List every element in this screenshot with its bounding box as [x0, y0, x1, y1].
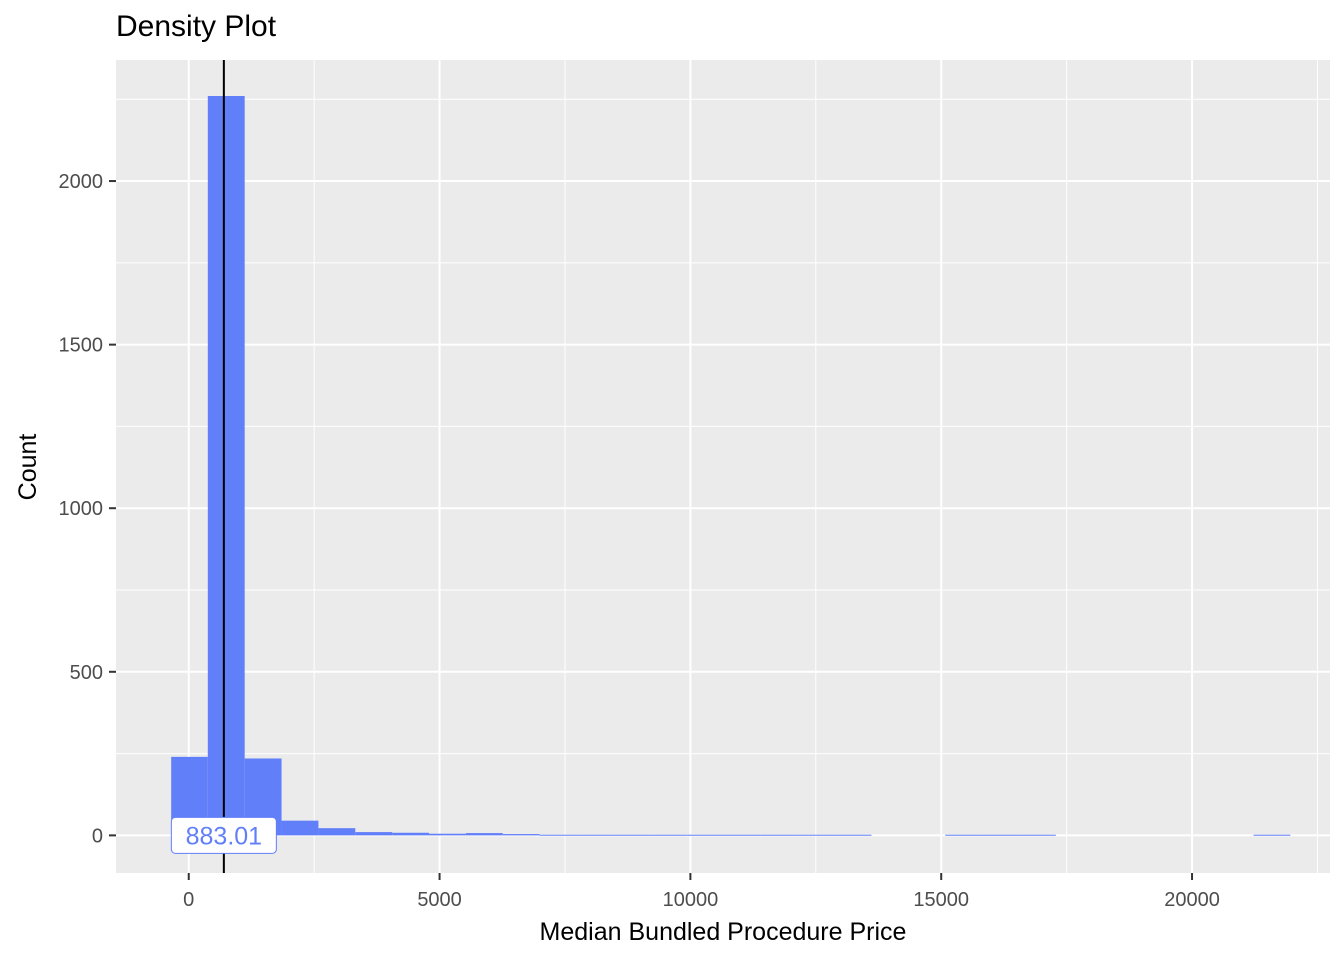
histogram-bar: [429, 833, 466, 836]
histogram-bar: [465, 833, 503, 836]
histogram-bar: [945, 834, 983, 836]
histogram-bar: [834, 834, 872, 836]
chart-title: Density Plot: [116, 10, 277, 43]
histogram-bar: [576, 834, 614, 836]
x-axis-title: Median Bundled Procedure Price: [540, 918, 907, 946]
minor-gridlines: [116, 60, 1330, 873]
y-axis: 0 500 1000 1500 2000: [59, 171, 116, 847]
histogram-bar: [724, 834, 761, 836]
x-tick-label: 20000: [1164, 889, 1220, 911]
histogram-bar: [318, 828, 356, 836]
histogram-bar: [797, 834, 835, 836]
histogram-bar: [982, 834, 1019, 836]
x-tick-label: 15000: [913, 889, 969, 911]
histogram-bar: [355, 832, 393, 836]
histogram-bar: [650, 834, 688, 836]
annotation-label: 883.01: [186, 822, 262, 850]
histogram-bar: [1018, 834, 1056, 836]
x-axis: 0 5000 10000 15000 20000: [183, 873, 1220, 911]
histogram-bar: [760, 834, 798, 836]
y-tick-label: 0: [92, 825, 103, 847]
x-tick-label: 10000: [663, 889, 719, 911]
y-tick-label: 500: [70, 662, 103, 684]
y-tick-label: 1500: [59, 335, 104, 357]
y-tick-label: 1000: [59, 498, 104, 520]
histogram-bar: [207, 95, 245, 836]
median-annotation: 883.01: [170, 816, 277, 854]
histogram-bar: [687, 834, 725, 836]
histogram-bar: [281, 820, 319, 836]
y-axis-title: Count: [14, 434, 42, 501]
histogram-bar: [539, 834, 577, 836]
y-tick-label: 2000: [59, 171, 104, 193]
histogram-bar: [613, 834, 651, 836]
plot-panel: [116, 60, 1330, 873]
x-tick-label: 0: [183, 889, 194, 911]
x-tick-label: 5000: [417, 889, 462, 911]
histogram-bar: [502, 834, 540, 836]
histogram-bar: [392, 832, 430, 836]
annotation-box: [170, 816, 277, 854]
histogram-bar: [1253, 834, 1291, 836]
